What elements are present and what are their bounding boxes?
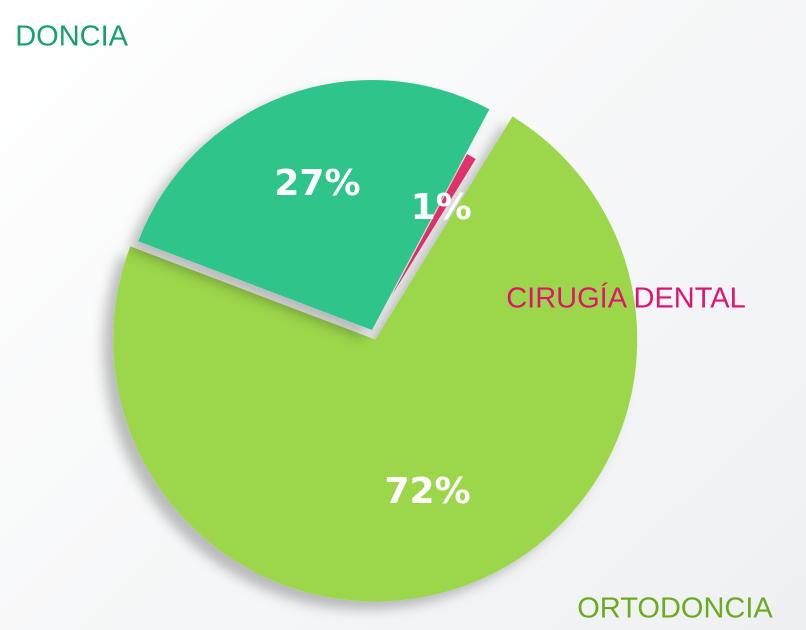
category-label: ORTODONCIA [577,593,773,625]
category-label: CIRUGÍA DENTAL [506,282,746,315]
labels: 1% CIRUGÍA DENTAL 72% ORTODONCIA 27% DONCIA [15,21,773,625]
pie [113,79,638,602]
category-label: DONCIA [15,21,128,53]
pie-slice [391,154,476,296]
value-label: 1% [411,187,472,228]
value-label: 72% [384,471,470,512]
pie-slice [138,79,490,330]
value-label: 27% [274,163,360,204]
pie-slice [113,116,638,602]
